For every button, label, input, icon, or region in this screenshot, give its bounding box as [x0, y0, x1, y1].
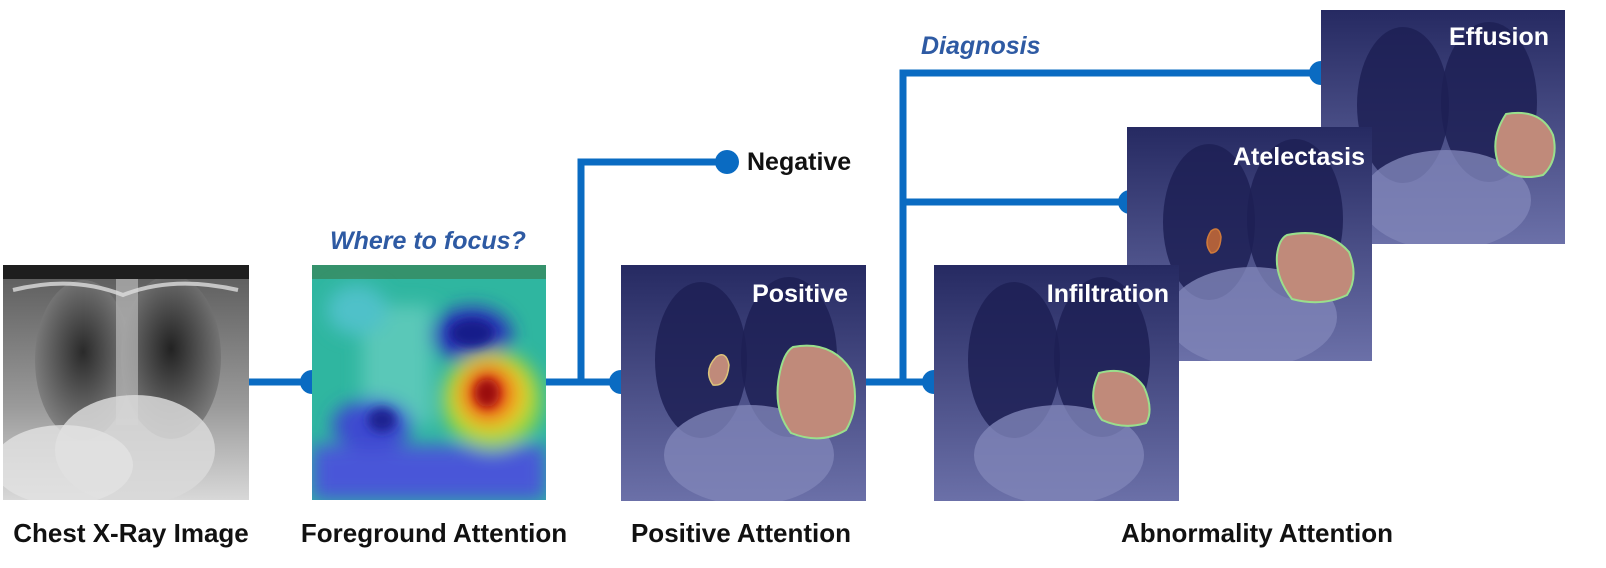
foreground-caption: Foreground Attention	[300, 518, 568, 548]
effusion-panel-label: Effusion	[1449, 23, 1549, 51]
lesion-region	[1275, 232, 1355, 304]
chest-xray-image	[3, 265, 249, 500]
xray-caption: Chest X-Ray Image	[13, 518, 249, 548]
lesion-region	[1494, 112, 1556, 178]
positive-attention-image: Positive	[621, 265, 866, 501]
lesion-region	[1092, 369, 1151, 427]
lesion-region	[776, 344, 856, 440]
atelectasis-attention-image: Atelectasis	[1127, 127, 1372, 361]
foreground-attention-heatmap	[312, 265, 546, 500]
atelectasis-panel-label: Atelectasis	[1232, 143, 1365, 171]
infiltration-attention-image: Infiltration	[934, 265, 1179, 501]
abnormality-caption: Abnormality Attention	[1120, 518, 1394, 548]
lesion-region	[1206, 228, 1222, 254]
node-negative-output	[715, 150, 739, 174]
infiltration-panel-label: Infiltration	[1046, 280, 1169, 308]
positive-panel-label: Positive	[752, 280, 848, 308]
edge-diagnosis-trunk	[899, 69, 1325, 386]
negative-outcome-label: Negative	[747, 148, 852, 176]
effusion-attention-image: Effusion	[1321, 10, 1565, 244]
lesion-region	[707, 354, 730, 386]
edge-negative-branch	[577, 158, 731, 386]
positive-caption: Positive Attention	[630, 518, 852, 548]
focus-question: Where to focus?	[330, 227, 526, 255]
diagnosis-heading: Diagnosis	[921, 32, 1041, 60]
